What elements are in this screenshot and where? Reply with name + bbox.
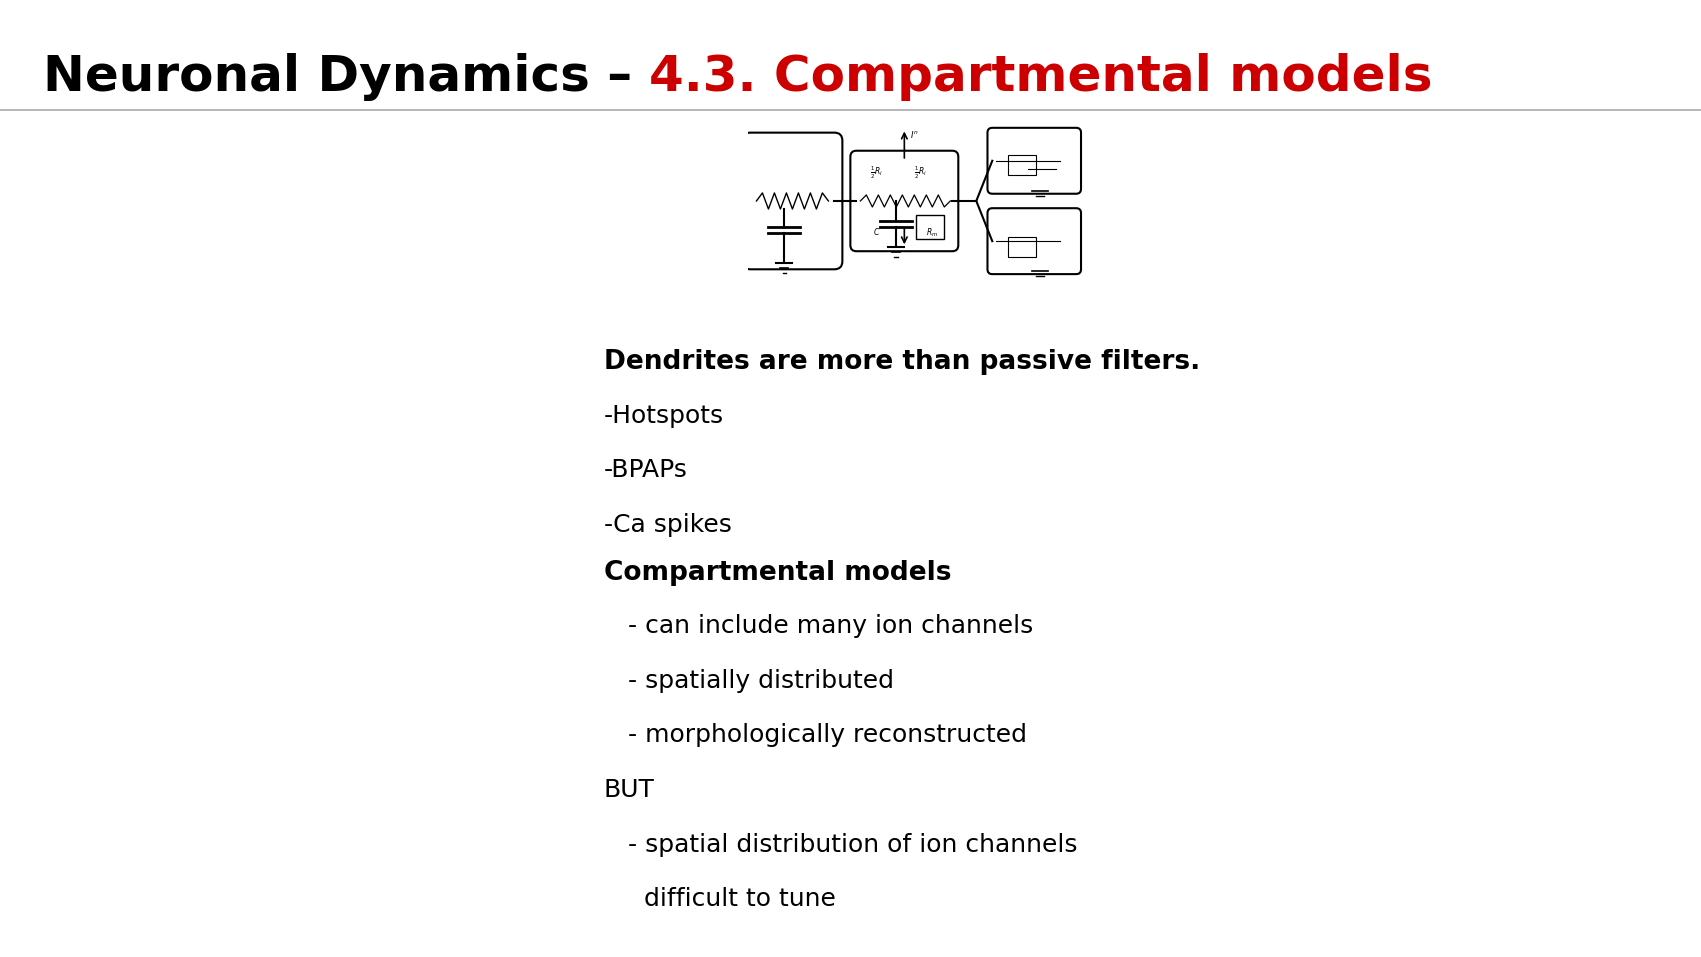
Text: -Hotspots: -Hotspots <box>604 404 725 428</box>
Text: - can include many ion channels: - can include many ion channels <box>604 614 1033 638</box>
Text: Neuronal Dynamics –: Neuronal Dynamics – <box>43 53 650 100</box>
FancyBboxPatch shape <box>1009 237 1036 257</box>
FancyBboxPatch shape <box>1009 155 1036 175</box>
Text: - spatial distribution of ion channels: - spatial distribution of ion channels <box>604 833 1077 857</box>
Text: -BPAPs: -BPAPs <box>604 458 687 482</box>
Text: 4.3. Compartmental models: 4.3. Compartmental models <box>650 53 1432 100</box>
FancyBboxPatch shape <box>742 133 842 269</box>
Text: -Ca spikes: -Ca spikes <box>604 513 731 537</box>
FancyBboxPatch shape <box>917 215 944 239</box>
Text: Dendrites are more than passive filters.: Dendrites are more than passive filters. <box>604 349 1201 375</box>
FancyBboxPatch shape <box>988 128 1082 193</box>
FancyBboxPatch shape <box>850 150 958 251</box>
Text: Compartmental models: Compartmental models <box>604 560 951 586</box>
Text: BUT: BUT <box>604 778 655 802</box>
Text: $C$: $C$ <box>873 226 879 237</box>
Text: - morphologically reconstructed: - morphologically reconstructed <box>604 723 1027 747</box>
FancyBboxPatch shape <box>988 209 1082 274</box>
Text: - spatially distributed: - spatially distributed <box>604 669 893 693</box>
Text: $\frac{1}{2}R_i$: $\frac{1}{2}R_i$ <box>913 165 927 181</box>
Text: difficult to tune: difficult to tune <box>604 887 835 911</box>
Text: $I^n$: $I^n$ <box>910 128 919 140</box>
Text: $\frac{1}{2}R_i$: $\frac{1}{2}R_i$ <box>869 165 883 181</box>
Text: $R_m$: $R_m$ <box>927 226 939 238</box>
